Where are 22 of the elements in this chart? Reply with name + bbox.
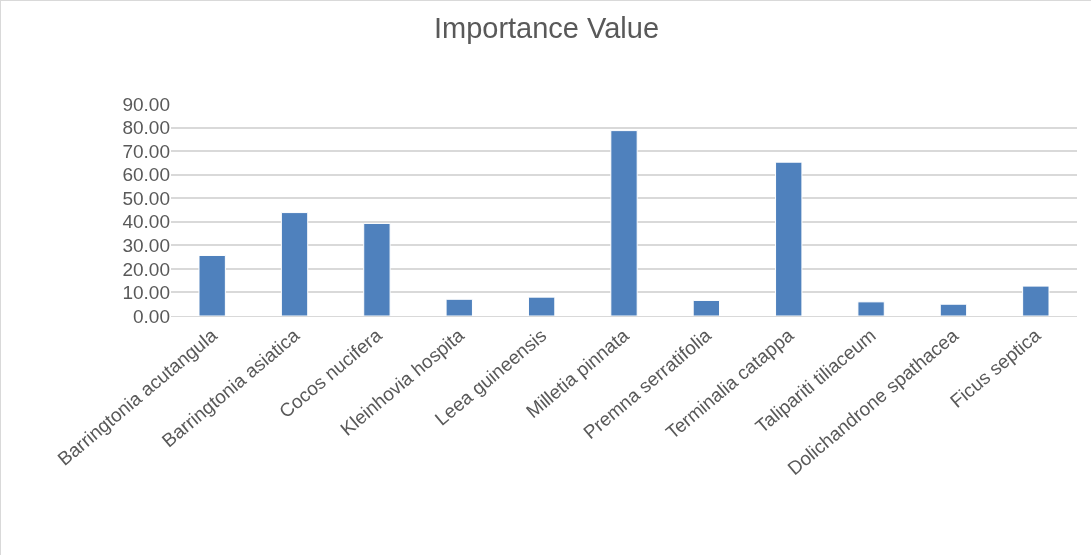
bar — [280, 212, 309, 316]
bar — [692, 299, 721, 316]
bar — [198, 254, 226, 316]
bar — [1022, 285, 1050, 316]
bar — [445, 298, 473, 316]
y-tick-label: 0.00 — [133, 305, 170, 327]
bar — [939, 303, 968, 316]
chart-title: Importance Value — [433, 11, 660, 44]
y-tick-label: 30.00 — [122, 234, 170, 256]
y-tick-label: 80.00 — [122, 117, 170, 139]
y-tick-label: 60.00 — [122, 164, 170, 186]
bar — [775, 161, 803, 316]
bar — [610, 130, 638, 316]
y-tick-label: 90.00 — [122, 93, 170, 115]
bar — [363, 222, 391, 316]
y-tick-label: 40.00 — [122, 211, 170, 233]
y-tick-label: 50.00 — [122, 187, 170, 209]
bar — [527, 296, 556, 316]
y-tick-label: 70.00 — [122, 140, 170, 162]
bar — [857, 301, 885, 316]
y-tick-label: 20.00 — [122, 258, 170, 280]
y-tick-label: 10.00 — [122, 282, 170, 304]
